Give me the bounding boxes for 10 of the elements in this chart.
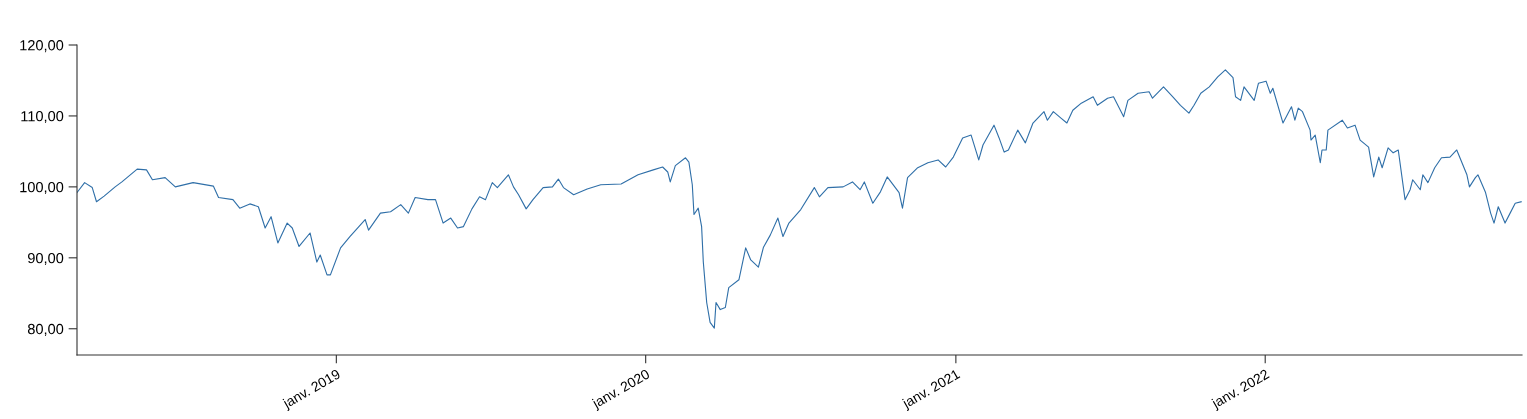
y-tick-label: 100,00 xyxy=(20,181,64,195)
y-tick-label: 120,00 xyxy=(20,40,64,53)
y-tick-label: 90,00 xyxy=(28,252,64,265)
x-tick-label: janv. 2022 xyxy=(1210,368,1272,412)
x-tick-label: janv. 2021 xyxy=(900,368,962,412)
line-series xyxy=(77,69,1522,329)
y-tick-label: 110,00 xyxy=(21,111,64,124)
y-tick-label: 80,00 xyxy=(27,323,64,336)
x-tick-label: janv. 2019 xyxy=(281,368,343,412)
x-tick-label: janv. 2020 xyxy=(590,368,652,412)
